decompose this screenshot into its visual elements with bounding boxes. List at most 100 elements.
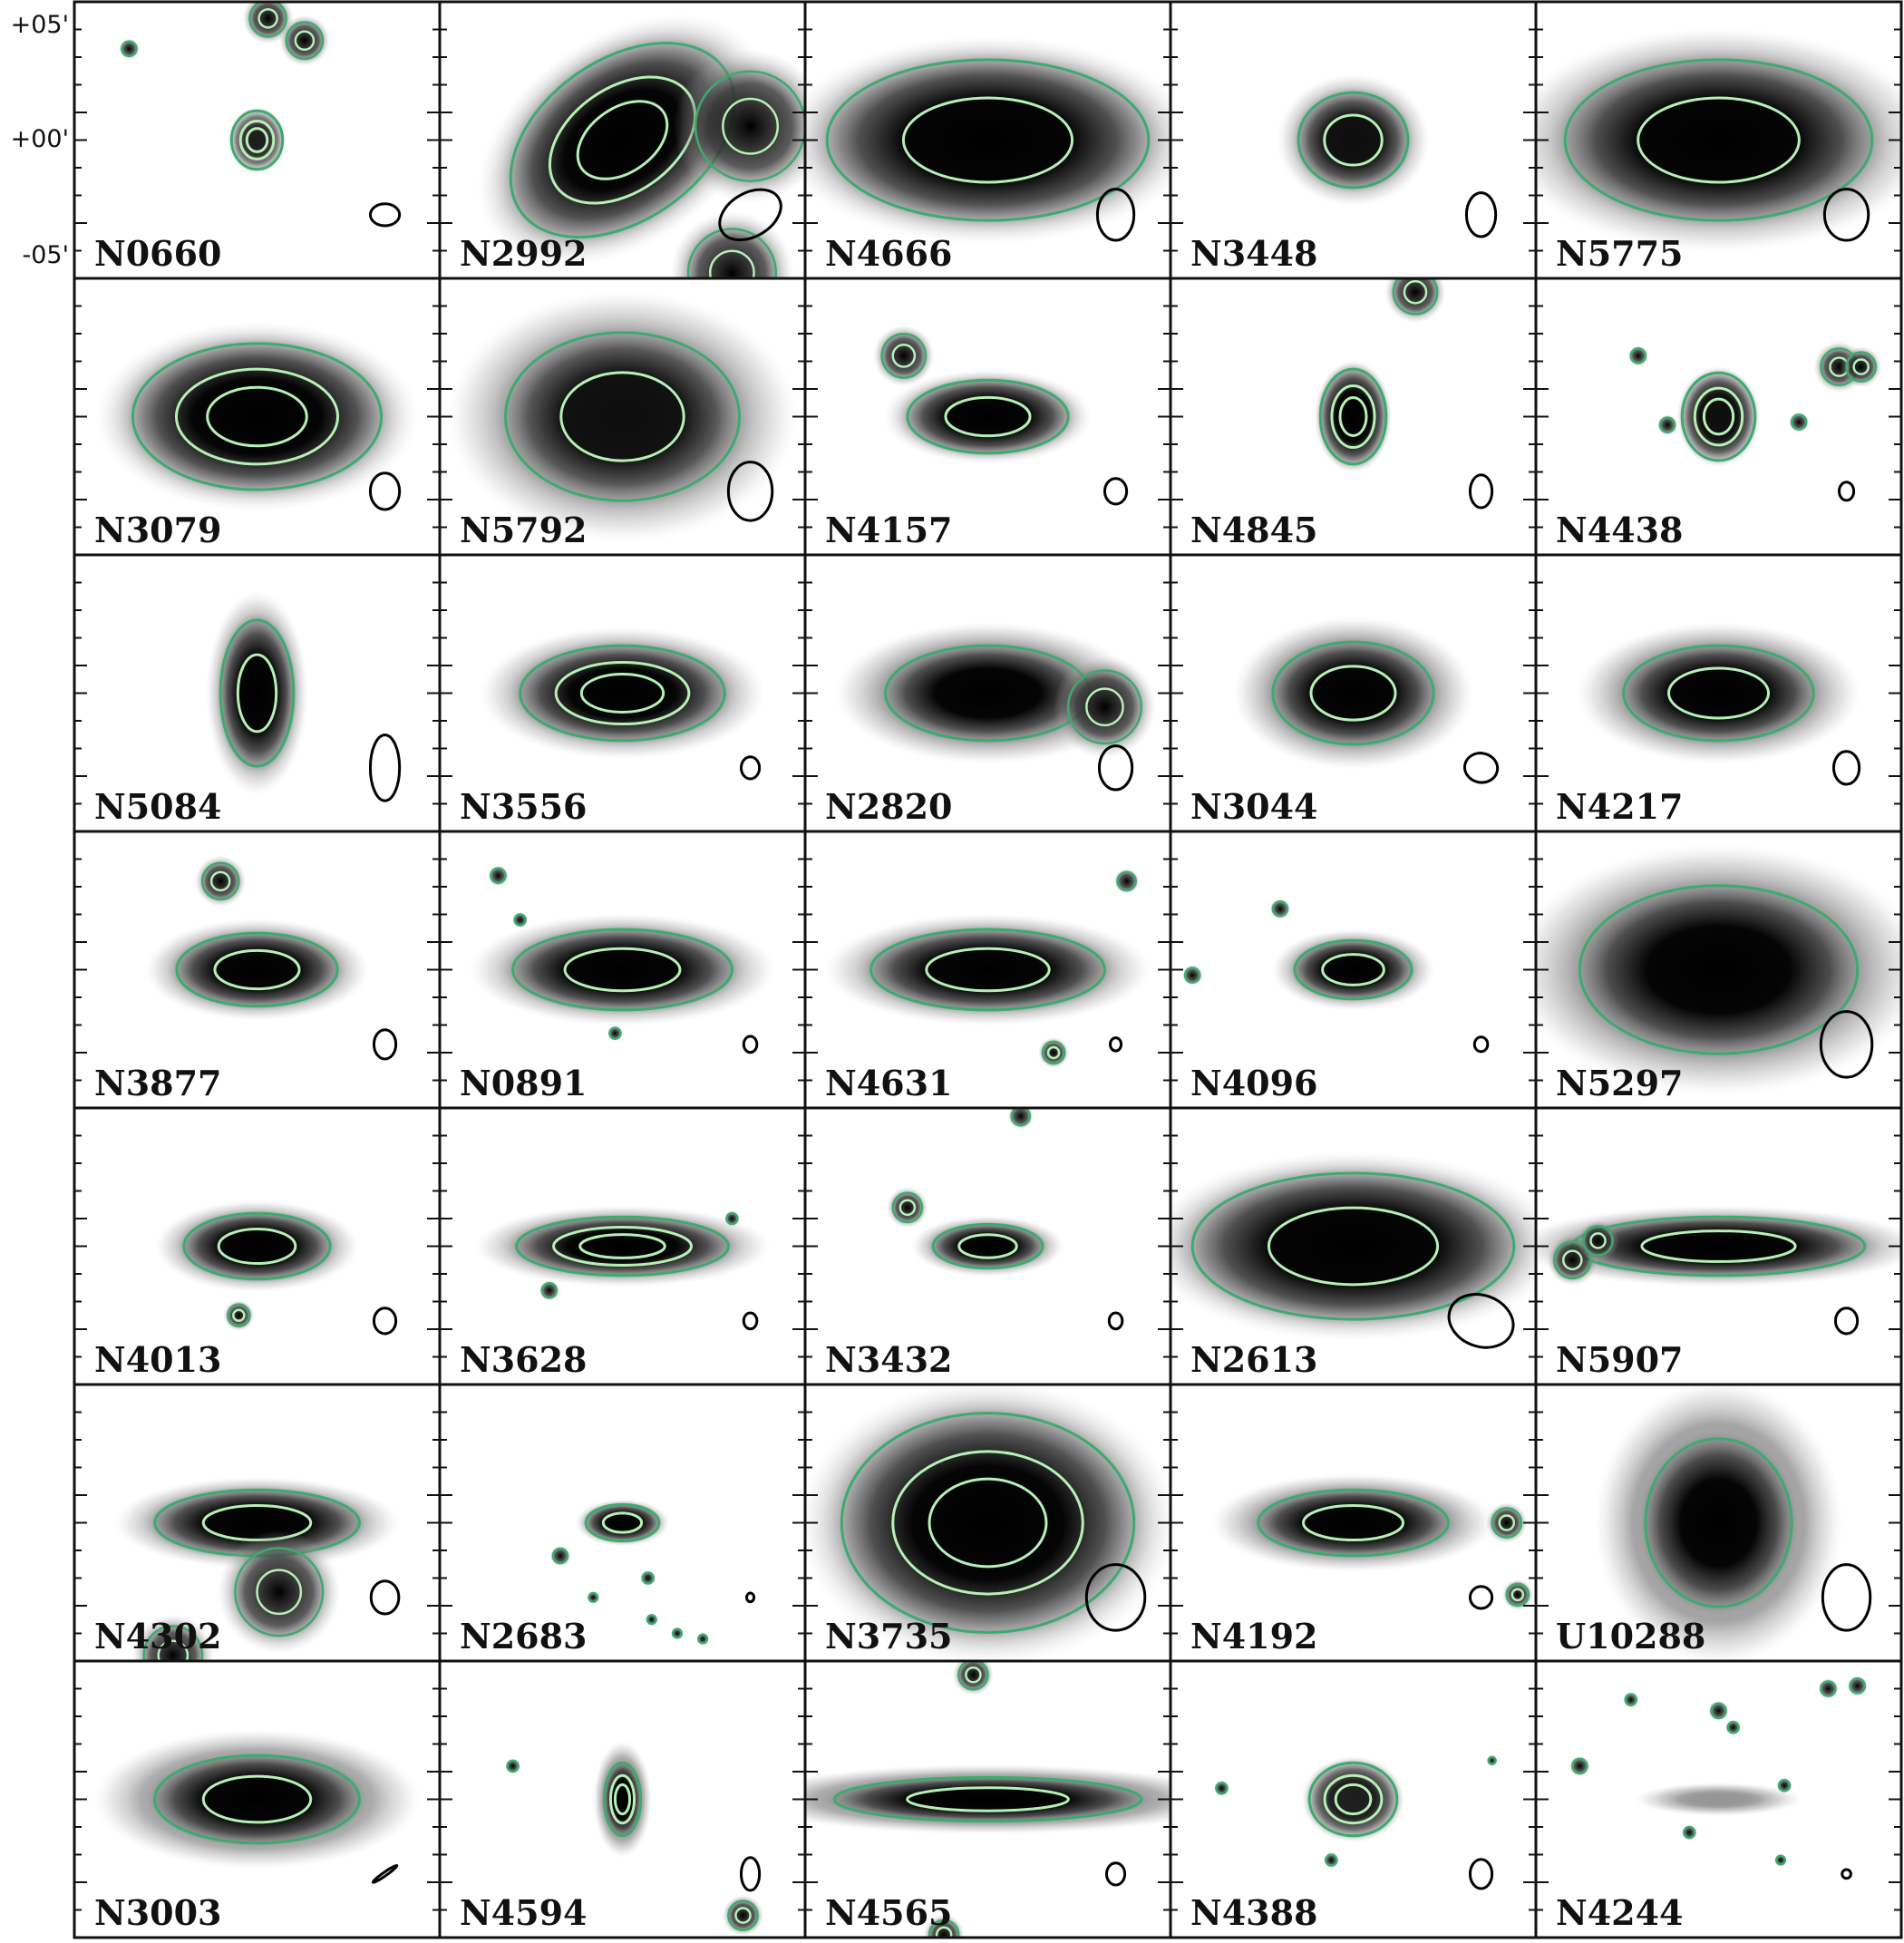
dec-tick-label-00: +00' — [11, 125, 69, 153]
panel-label: N4192 — [1190, 1616, 1318, 1656]
panel-n3735: N3735 — [803, 1383, 1172, 1663]
contour-outer — [1318, 367, 1388, 466]
companion-contour — [1682, 1825, 1696, 1840]
panel-label: N0660 — [94, 233, 222, 274]
contour-outer — [1578, 884, 1860, 1055]
panel-n3448: N3448 — [1169, 0, 1538, 280]
contour-inner — [217, 1227, 297, 1266]
contour-outer — [511, 928, 733, 1012]
companion-contour — [513, 913, 527, 927]
companion-contour — [227, 1303, 251, 1328]
panel-grid: N0660 N2992 N4666 N3448 N5775 N3079 N5792 N4157… — [73, 0, 1903, 1939]
beam-ellipse — [1837, 481, 1856, 502]
companion-contour — [248, 2, 287, 38]
companion-contour — [891, 1191, 924, 1224]
contour-outer — [906, 378, 1070, 455]
panel-ticks — [1536, 1687, 1901, 1911]
beam-ellipse — [1464, 191, 1498, 238]
galaxy-emission — [1634, 1782, 1803, 1817]
panel-label: N3735 — [825, 1616, 953, 1656]
companion-contour — [1487, 1755, 1497, 1766]
galaxy-emission — [1676, 365, 1761, 468]
galaxy-emission — [500, 1212, 744, 1280]
companion-source — [131, 1614, 214, 1661]
companion-contour-inner — [1498, 1514, 1516, 1531]
beam-ellipse — [1468, 1585, 1494, 1610]
companion-source — [923, 1914, 965, 1938]
panel-ticks — [1536, 305, 1901, 529]
panel-image — [74, 555, 440, 831]
beam-ellipse — [372, 1307, 398, 1336]
companion-contour-inner — [891, 344, 917, 368]
companion-contour — [1624, 1693, 1638, 1706]
galaxy-emission — [601, 1757, 644, 1841]
galaxy-emission — [228, 106, 287, 174]
companion-contour — [200, 861, 240, 901]
panel-n4096: N4096 — [1169, 830, 1538, 1110]
panel-n3628: N3628 — [438, 1106, 807, 1386]
panel-label: N5792 — [460, 510, 588, 550]
panel-n5084: N5084 — [73, 553, 442, 833]
panel-n4157: N4157 — [803, 277, 1172, 557]
contour-inner — [1321, 953, 1385, 986]
panel-n3044: N3044 — [1169, 553, 1538, 833]
panel-n4845: N4845 — [1169, 277, 1538, 557]
contour-outer — [931, 1222, 1044, 1270]
contour-outer — [1190, 1171, 1516, 1321]
contour-inner — [1666, 666, 1771, 720]
panel-label: N4217 — [1556, 786, 1684, 827]
companion-contour — [697, 1633, 709, 1645]
contour-inner — [1640, 1229, 1797, 1263]
companion-contour — [671, 1627, 684, 1639]
beam-ellipse — [726, 461, 774, 522]
companion-contour-inner — [1852, 358, 1870, 375]
companion-contour — [1849, 1677, 1866, 1695]
panel-image — [1171, 555, 1536, 831]
panel-label: N2992 — [460, 233, 588, 274]
companion-contour-inner — [734, 1907, 752, 1924]
panel-ticks — [1171, 1411, 1536, 1635]
panel-n0660: N0660 — [73, 0, 442, 280]
contour-inner — [201, 1774, 313, 1824]
companion-contour — [506, 1759, 520, 1773]
contour-inner — [1323, 1773, 1384, 1825]
galaxy-emission — [164, 928, 350, 1012]
companion-contour — [142, 1625, 204, 1661]
contour-inner — [213, 948, 301, 991]
contour-outer — [584, 1502, 661, 1543]
contour-inner — [925, 947, 1051, 993]
panel-n3432: N3432 — [803, 1106, 1172, 1386]
beam-ellipse — [1468, 1858, 1494, 1890]
panel-label: N5775 — [1556, 233, 1684, 274]
panel-label: N3628 — [460, 1339, 588, 1380]
contour-outer — [869, 928, 1106, 1012]
beam-ellipse — [1462, 752, 1500, 784]
panel-n3556: N3556 — [438, 553, 807, 833]
panel-n4438: N4438 — [1534, 277, 1903, 557]
contour-inner — [554, 660, 691, 726]
contour-inner — [236, 653, 278, 733]
companion-contour — [1491, 1507, 1523, 1539]
beam-ellipse — [1472, 1035, 1490, 1054]
contour-inner — [1267, 1206, 1440, 1287]
panel-image — [805, 831, 1171, 1108]
contour-inner — [1702, 397, 1735, 436]
beam-ellipse — [718, 188, 782, 242]
panel-ticks — [805, 1411, 1171, 1635]
companion-contour — [608, 1026, 622, 1040]
contour-inner — [1309, 665, 1397, 722]
contour-outer — [229, 109, 285, 171]
panel-n5297: N5297 — [1534, 830, 1903, 1110]
panel-n3079: N3079 — [73, 277, 442, 557]
companion-contour — [551, 1547, 569, 1565]
panel-image — [805, 1384, 1171, 1661]
panel-u10288: U10288 — [1534, 1383, 1903, 1663]
beam-ellipse — [1095, 188, 1136, 242]
companion-contour — [1392, 278, 1439, 316]
contour-outer — [182, 1211, 332, 1281]
contour-outer — [1680, 371, 1757, 462]
galaxy-emission — [1171, 1161, 1536, 1331]
panel-n4631: N4631 — [803, 830, 1172, 1110]
companion-contour — [1116, 870, 1137, 892]
companion-contour-inner — [257, 7, 278, 29]
